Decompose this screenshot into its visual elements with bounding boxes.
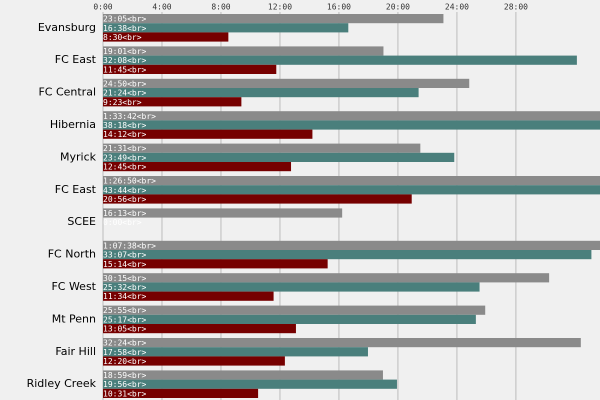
bar xyxy=(103,356,285,366)
value-label: 17:58<br> xyxy=(103,348,147,357)
bar xyxy=(103,129,313,139)
value-label: 21:31<br> xyxy=(103,144,147,153)
bar xyxy=(103,240,600,250)
value-label: 9:23<br> xyxy=(103,98,142,107)
value-label: 30:15<br> xyxy=(103,274,147,283)
value-label: 12:20<br> xyxy=(103,357,147,366)
value-label: 19:56<br> xyxy=(103,380,147,389)
value-label: 10:31<br> xyxy=(103,389,147,398)
value-label: 18:59<br> xyxy=(103,371,147,380)
category-label: Myrick xyxy=(60,150,97,163)
bar xyxy=(103,185,600,195)
grid xyxy=(102,12,517,400)
category-label: FC East xyxy=(55,53,97,66)
bar xyxy=(103,338,581,348)
bar xyxy=(103,143,421,153)
value-label: 14:12<br> xyxy=(103,130,147,139)
bar xyxy=(103,291,274,301)
bar xyxy=(103,379,397,389)
value-label: 33:07<br> xyxy=(103,251,147,260)
bar xyxy=(103,176,600,186)
value-label: 38:18<br> xyxy=(103,121,147,130)
x-tick-label: 16:00 xyxy=(327,3,351,12)
value-label: 19:01<br> xyxy=(103,47,147,56)
category-label: Fair Hill xyxy=(55,345,96,358)
value-label: 0:00<br> xyxy=(103,218,142,227)
value-label: 1:07:38<br> xyxy=(103,241,156,250)
bar xyxy=(103,97,242,107)
bar xyxy=(103,388,259,398)
value-label: 16:13<br> xyxy=(103,209,147,218)
value-label: 1:26:50<br> xyxy=(103,177,156,186)
bar xyxy=(103,162,292,172)
value-label: 13:05<br> xyxy=(103,325,147,334)
x-tick-label: 4:00 xyxy=(152,3,171,12)
value-label: 43:44<br> xyxy=(103,186,147,195)
bar xyxy=(103,46,384,56)
value-label: 20:56<br> xyxy=(103,195,147,204)
x-tick-label: 8:00 xyxy=(211,3,230,12)
x-tick-label: 20:00 xyxy=(386,3,410,12)
labels: 0:00 4:00 8:00 12:00 16:00 20:00 24:00 28:00 Eva… xyxy=(27,3,529,399)
bars xyxy=(103,14,600,398)
value-label: 24:50<br> xyxy=(103,79,147,88)
bar xyxy=(103,120,600,130)
x-tick-label: 24:00 xyxy=(445,3,469,12)
bar xyxy=(103,194,412,204)
x-tick-label: 0:00 xyxy=(93,3,112,12)
bar xyxy=(103,250,592,260)
category-label: FC Central xyxy=(38,86,96,99)
value-label: 32:24<br> xyxy=(103,339,147,348)
bar xyxy=(103,347,368,357)
value-label: 23:49<br> xyxy=(103,153,147,162)
value-label: 1:33:42<br> xyxy=(103,112,156,121)
category-label: Evansburg xyxy=(38,21,96,34)
category-label: SCEE xyxy=(67,215,96,228)
bar xyxy=(103,314,476,324)
bar xyxy=(103,282,480,292)
category-label: FC North xyxy=(48,248,96,261)
bar xyxy=(103,55,577,65)
value-label: 25:55<br> xyxy=(103,306,147,315)
value-label: 25:32<br> xyxy=(103,283,147,292)
bar xyxy=(103,23,349,33)
bar xyxy=(103,305,486,315)
value-label: 11:34<br> xyxy=(103,292,147,301)
bar xyxy=(103,152,455,162)
bar xyxy=(103,111,600,121)
category-label: FC West xyxy=(51,280,96,293)
category-label: FC East xyxy=(55,183,97,196)
value-label: 23:05<br> xyxy=(103,15,147,24)
bar xyxy=(103,32,229,42)
bar xyxy=(103,14,444,24)
bar xyxy=(103,370,383,380)
value-label: 25:17<br> xyxy=(103,315,147,324)
value-label: 12:45<br> xyxy=(103,163,147,172)
value-label: 21:24<br> xyxy=(103,89,147,98)
bar xyxy=(103,259,328,269)
bar xyxy=(103,273,550,283)
bar xyxy=(103,88,419,98)
x-tick-label: 12:00 xyxy=(268,3,292,12)
value-label: 11:45<br> xyxy=(103,65,147,74)
x-tick-label: 28:00 xyxy=(504,3,528,12)
value-label: 8:30<br> xyxy=(103,33,142,42)
value-label: 16:38<br> xyxy=(103,24,147,33)
bar xyxy=(103,324,296,334)
category-label: Mt Penn xyxy=(52,312,96,325)
category-label: Ridley Creek xyxy=(27,377,97,390)
category-label: Hibernia xyxy=(50,118,96,131)
value-label: 32:08<br> xyxy=(103,56,147,65)
bar xyxy=(103,208,343,218)
bar xyxy=(103,64,277,74)
value-label: 15:14<br> xyxy=(103,260,147,269)
bar xyxy=(103,78,470,88)
